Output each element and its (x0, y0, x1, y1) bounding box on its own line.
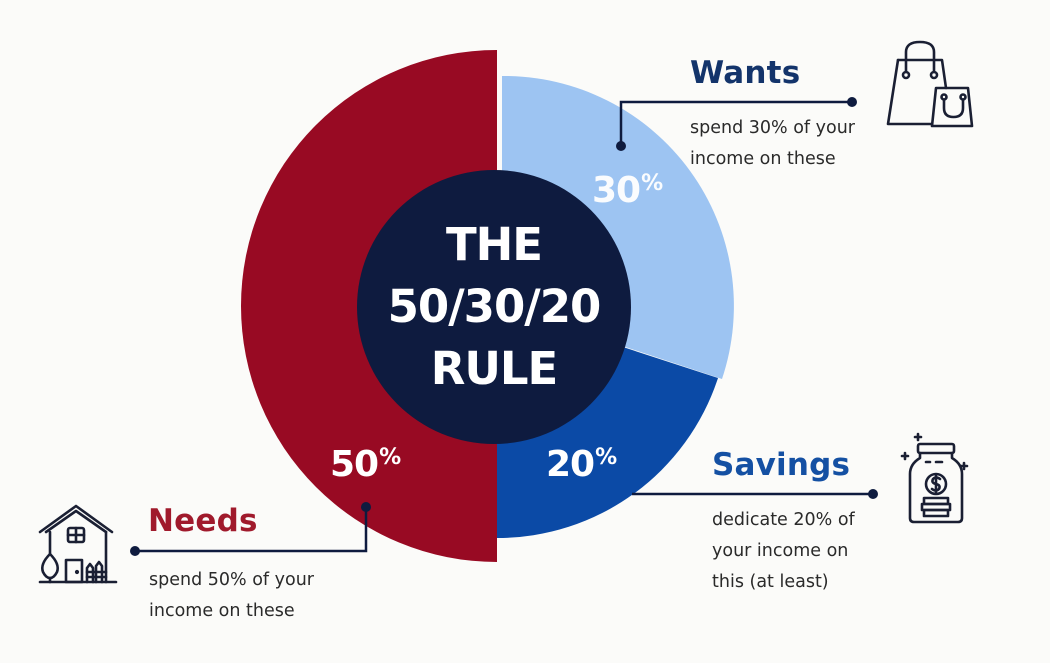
savings-pct-sign: % (595, 445, 617, 470)
title-line-3: RULE (430, 342, 559, 395)
wants-label: Wants (690, 55, 801, 91)
wants-description: spend 30% of your income on these (690, 113, 855, 175)
savings-connector-dot-end (868, 489, 878, 499)
savings-desc-line-2: your income on (712, 541, 849, 561)
savings-description: dedicate 20% of your income on this (at … (712, 505, 855, 598)
needs-connector (135, 507, 368, 553)
needs-pct-value: 50 (330, 444, 379, 485)
needs-description: spend 50% of your income on these (149, 565, 314, 627)
savings-desc-line-3: this (at least) (712, 572, 829, 592)
needs-pct-sign: % (379, 445, 401, 470)
savings-percentage: 20% (546, 444, 617, 485)
savings-desc-line-1: dedicate 20% of (712, 510, 855, 530)
savings-label: Savings (712, 447, 851, 483)
wants-desc-line-1: spend 30% of your (690, 118, 855, 138)
wants-desc-line-2: income on these (690, 149, 836, 169)
wants-pct-value: 30 (592, 170, 641, 211)
chart-title: THE 50/30/20 RULE (357, 170, 631, 444)
wants-connector-dot-start (616, 141, 626, 151)
needs-connector-dot-start (361, 502, 371, 512)
money-jar-icon (900, 432, 969, 524)
wants-connector (619, 100, 852, 146)
house-icon (38, 504, 118, 584)
savings-pct-value: 20 (546, 444, 595, 485)
needs-desc-line-2: income on these (149, 601, 295, 621)
center-circle (357, 170, 631, 444)
wants-connector-dot-end (847, 97, 857, 107)
needs-connector-dot-end (130, 546, 140, 556)
needs-label: Needs (148, 503, 258, 539)
needs-desc-line-1: spend 50% of your (149, 570, 314, 590)
wants-pct-sign: % (641, 171, 663, 196)
needs-percentage: 50% (330, 444, 401, 485)
wants-percentage: 30% (592, 170, 663, 211)
title-line-2: 50/30/20 (387, 280, 602, 333)
title-line-1: THE (445, 218, 543, 271)
shopping-bags-icon (886, 40, 974, 128)
